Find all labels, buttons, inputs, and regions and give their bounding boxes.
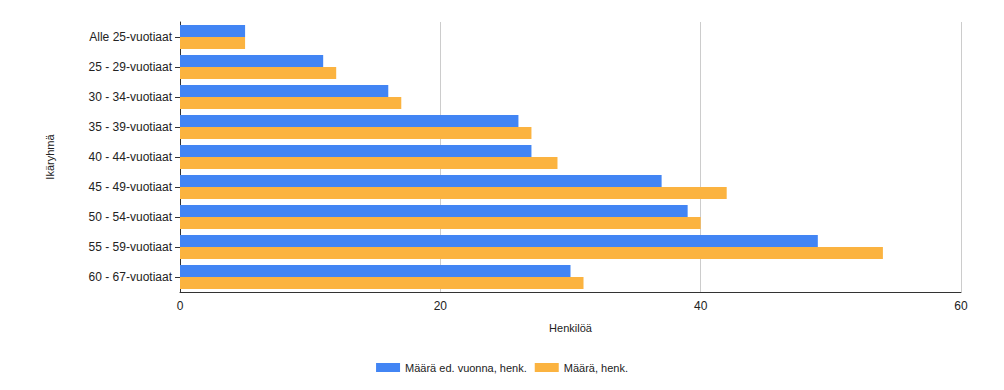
svg-text:0: 0 <box>177 299 184 313</box>
svg-text:35 - 39-vuotiaat: 35 - 39-vuotiaat <box>89 120 173 134</box>
svg-text:40: 40 <box>694 299 708 313</box>
svg-text:40 - 44-vuotiaat: 40 - 44-vuotiaat <box>89 150 173 164</box>
svg-text:50 - 54-vuotiaat: 50 - 54-vuotiaat <box>89 210 173 224</box>
svg-text:45 - 49-vuotiaat: 45 - 49-vuotiaat <box>89 180 173 194</box>
svg-text:Henkilöä: Henkilöä <box>549 322 593 334</box>
svg-text:Ikäryhmä: Ikäryhmä <box>44 134 56 180</box>
svg-text:Alle 25-vuotiaat: Alle 25-vuotiaat <box>89 30 172 44</box>
svg-text:25 - 29-vuotiaat: 25 - 29-vuotiaat <box>89 60 173 74</box>
svg-text:Määrä ed. vuonna, henk.: Määrä ed. vuonna, henk. <box>405 362 527 374</box>
svg-text:60 - 67-vuotiaat: 60 - 67-vuotiaat <box>89 270 173 284</box>
svg-text:20: 20 <box>434 299 448 313</box>
svg-text:30 - 34-vuotiaat: 30 - 34-vuotiaat <box>89 90 173 104</box>
svg-text:Määrä, henk.: Määrä, henk. <box>564 362 628 374</box>
svg-text:60: 60 <box>954 299 968 313</box>
svg-text:55 - 59-vuotiaat: 55 - 59-vuotiaat <box>89 240 173 254</box>
